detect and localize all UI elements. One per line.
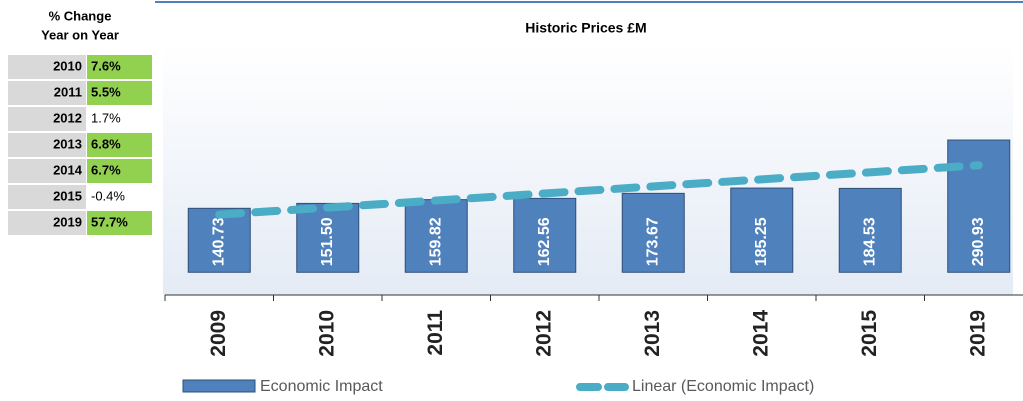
change: 6.7% <box>91 162 121 177</box>
year-cell <box>8 159 86 183</box>
value-label: 151.50 <box>319 217 336 266</box>
bar <box>730 187 794 273</box>
x-tick-label: 2011 <box>424 310 447 356</box>
value-label: 184.53 <box>861 217 878 266</box>
change-cell <box>87 159 152 183</box>
bar <box>404 199 468 273</box>
table-header: Year on Year <box>41 27 119 42</box>
year-cell <box>8 81 86 105</box>
change-cell <box>87 55 152 79</box>
table-header: % Change <box>49 8 112 23</box>
value-label: 162.56 <box>536 217 553 266</box>
year: 2013 <box>53 136 82 151</box>
change: 7.6% <box>91 58 121 73</box>
x-tick-label: 2012 <box>532 310 555 357</box>
x-tick-label: 2010 <box>315 310 338 357</box>
change: 57.7% <box>91 214 128 229</box>
bar <box>838 187 902 273</box>
year: 2014 <box>53 162 83 177</box>
chart-title: Historic Prices £M <box>525 20 646 36</box>
year: 2019 <box>53 214 82 229</box>
year-cell <box>8 185 86 209</box>
bar <box>187 207 251 273</box>
bar <box>621 192 685 273</box>
x-tick-label: 2009 <box>207 310 230 357</box>
value-label: 290.93 <box>970 217 987 266</box>
year-cell <box>8 55 86 79</box>
value-label: 185.25 <box>753 217 770 266</box>
year: 2012 <box>53 110 82 125</box>
change-cell <box>87 133 152 157</box>
year-cell <box>8 133 86 157</box>
change-cell <box>87 211 152 235</box>
year-cell <box>8 107 86 131</box>
x-tick-label: 2015 <box>858 310 881 357</box>
x-tick-label: 2019 <box>966 310 989 357</box>
change: 6.8% <box>91 136 121 151</box>
year: 2011 <box>54 84 82 99</box>
change: 5.5% <box>91 84 121 99</box>
x-tick-label: 2013 <box>641 310 664 357</box>
x-tick-label: 2014 <box>749 310 772 357</box>
bar <box>513 197 577 273</box>
bar <box>296 202 360 273</box>
change: -0.4% <box>91 188 125 203</box>
legend-swatch <box>182 379 256 393</box>
value-label: 173.67 <box>644 217 661 266</box>
year-cell <box>8 211 86 235</box>
legend-label: Economic Impact <box>260 378 383 395</box>
year: 2015 <box>53 188 82 203</box>
legend-label: Linear (Economic Impact) <box>632 378 814 395</box>
year: 2010 <box>53 58 82 73</box>
change: 1.7% <box>91 110 121 125</box>
value-label: 159.82 <box>427 217 444 266</box>
value-label: 140.73 <box>210 217 227 266</box>
trend-line <box>215 161 983 219</box>
change-cell <box>87 81 152 105</box>
